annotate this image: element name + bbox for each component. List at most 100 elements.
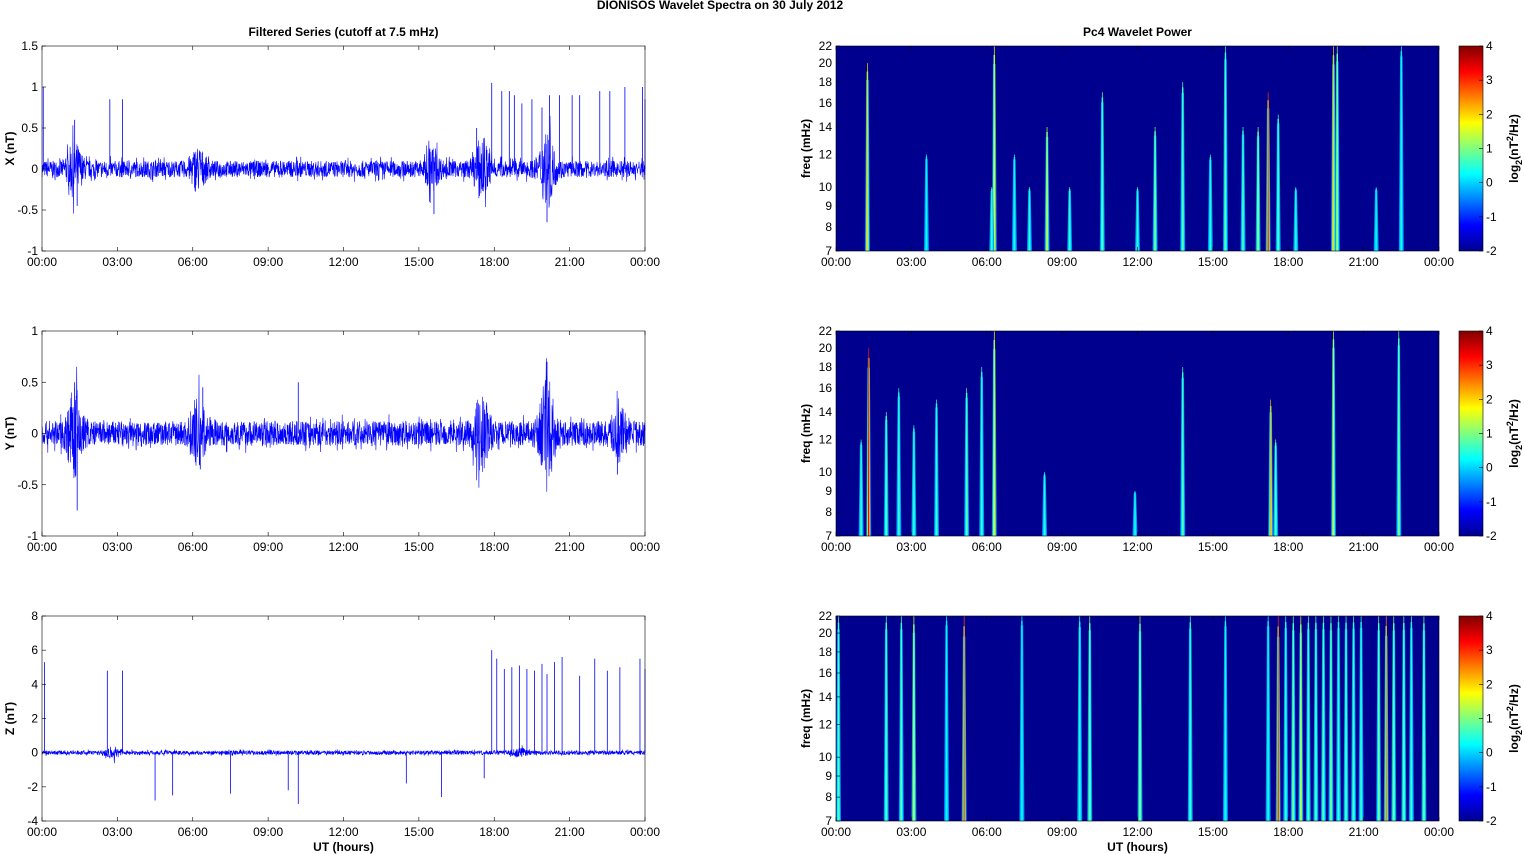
- y-tick-label: 20: [819, 56, 833, 70]
- x-tick-label: 09:00: [1047, 255, 1077, 269]
- wavelet-power-cell: [885, 616, 887, 821]
- wavelet-power-cell: [1337, 616, 1340, 821]
- y-tick-label: 0.5: [21, 375, 38, 389]
- y-tick-label: 22: [819, 324, 833, 338]
- x-tick-label: 06:00: [178, 255, 208, 269]
- x-tick-label: 03:00: [102, 825, 132, 839]
- wavelet-power-cell: [1274, 439, 1277, 536]
- axes-box: [41, 45, 646, 252]
- y-tick-label: 9: [825, 769, 832, 783]
- axes-title: Filtered Series (cutoff at 7.5 mHz): [248, 25, 438, 39]
- x-tick-label: 03:00: [102, 255, 132, 269]
- x-tick-label: 00:00: [27, 255, 57, 269]
- wavelet-power-cell: [1277, 114, 1279, 251]
- panel-5: 00:00 03:00 06:00 09:00 12:00 15:00 18:00 21:00…: [799, 609, 1524, 854]
- x-tick-label: 18:00: [1273, 825, 1303, 839]
- wavelet-power-cell: [963, 616, 965, 821]
- wavelet-power-cell: [1267, 616, 1269, 821]
- colorbar-label: log2(nT2/Hz): [1505, 399, 1524, 468]
- colorbar-label: log2(nT2/Hz): [1505, 684, 1524, 753]
- y-tick-label: 20: [819, 341, 833, 355]
- x-tick-label: 12:00: [1122, 255, 1152, 269]
- colorbar-tick-label: 4: [1486, 609, 1493, 623]
- panel-0: 00:00 03:00 06:00 09:00 12:00 15:00 18:00 21:00…: [3, 25, 660, 269]
- y-tick-label: 22: [819, 39, 833, 53]
- y-tick-label: 2: [31, 712, 38, 726]
- wavelet-power-cell: [898, 388, 900, 536]
- y-tick-label: 8: [825, 220, 832, 234]
- panel-2: 00:00 03:00 06:00 09:00 12:00 15:00 18:00 21:00…: [3, 609, 660, 854]
- series-line: [41, 115, 646, 214]
- x-tick-label: 00:00: [630, 540, 660, 554]
- x-tick-label: 21:00: [1349, 540, 1379, 554]
- wavelet-power-cell: [1079, 616, 1081, 821]
- wavelet-power-cell: [1182, 367, 1184, 536]
- y-tick-label: -0.5: [17, 203, 38, 217]
- y-tick-label: 0: [31, 427, 38, 441]
- series-line: [41, 745, 646, 764]
- y-tick-label: 6: [31, 643, 38, 657]
- wavelet-power-cell: [1269, 399, 1272, 536]
- wavelet-power-cell: [1101, 92, 1104, 252]
- y-tick-label: 1: [31, 80, 38, 94]
- x-tick-label: 00:00: [1424, 540, 1454, 554]
- wavelet-power-cell: [1322, 616, 1325, 821]
- y-tick-label: 1.5: [21, 39, 38, 53]
- y-tick-label: 16: [819, 96, 833, 110]
- x-tick-label: 15:00: [1198, 540, 1228, 554]
- wavelet-power-cell: [1046, 126, 1048, 251]
- x-tick-label: 00:00: [27, 540, 57, 554]
- colorbar-tick-label: -1: [1486, 210, 1497, 224]
- y-tick-label: -2: [27, 780, 38, 794]
- y-tick-label: 12: [819, 718, 833, 732]
- x-tick-label: 00:00: [821, 540, 851, 554]
- x-tick-label: 09:00: [253, 255, 283, 269]
- y-tick-label: 8: [825, 790, 832, 804]
- wavelet-power-cell: [991, 187, 993, 251]
- wavelet-power-cell: [1423, 616, 1425, 821]
- wavelet-power-cell: [1089, 616, 1091, 821]
- colorbar-tick-label: 4: [1486, 39, 1493, 53]
- x-tick-label: 00:00: [27, 825, 57, 839]
- y-tick-label: 0: [31, 162, 38, 176]
- colorbar-tick-label: 0: [1486, 746, 1493, 760]
- y-axis-label: Y (nT): [3, 417, 17, 451]
- x-axis-label: UT (hours): [1107, 840, 1168, 854]
- wavelet-power-cell: [1307, 616, 1310, 821]
- x-axis-label: UT (hours): [313, 840, 374, 854]
- wavelet-power-cell: [1385, 616, 1387, 821]
- x-tick-label: 15:00: [404, 255, 434, 269]
- heatmap-background: [836, 331, 1439, 536]
- x-tick-label: 12:00: [328, 540, 358, 554]
- wavelet-power-cell: [1182, 82, 1184, 252]
- wavelet-power-cell: [993, 46, 995, 252]
- colorbar-tick-label: 2: [1486, 392, 1493, 406]
- x-tick-label: 15:00: [1198, 255, 1228, 269]
- wavelet-power-cell: [935, 399, 938, 536]
- x-tick-label: 06:00: [972, 255, 1002, 269]
- wavelet-power-cell: [860, 439, 862, 536]
- colorbar-tick-label: -2: [1486, 814, 1497, 828]
- y-tick-label: 14: [819, 120, 833, 134]
- x-tick-label: 09:00: [1047, 825, 1077, 839]
- colorbar-tick-label: -2: [1486, 529, 1497, 543]
- colorbar-tick-label: 3: [1486, 73, 1493, 87]
- colorbar-tick-label: 1: [1486, 142, 1493, 156]
- y-tick-label: 7: [825, 529, 832, 543]
- wavelet-power-cell: [1332, 331, 1335, 536]
- x-tick-label: 18:00: [479, 825, 509, 839]
- wavelet-power-cell: [1300, 616, 1302, 821]
- wavelet-power-cell: [993, 331, 995, 536]
- wavelet-power-cell: [1330, 616, 1332, 821]
- colorbar-tick-label: 3: [1486, 643, 1493, 657]
- y-axis-label: freq (mHz): [799, 119, 813, 178]
- figure-title: DIONISOS Wavelet Spectra on 30 July 2012: [597, 0, 844, 12]
- wavelet-power-cell: [1224, 46, 1227, 251]
- colorbar-tick-label: -2: [1486, 244, 1497, 258]
- x-tick-label: 21:00: [555, 540, 585, 554]
- colorbar-tick-label: 3: [1486, 358, 1493, 372]
- x-tick-label: 03:00: [896, 540, 926, 554]
- wavelet-power-cell: [837, 616, 840, 821]
- y-tick-label: -1: [27, 529, 38, 543]
